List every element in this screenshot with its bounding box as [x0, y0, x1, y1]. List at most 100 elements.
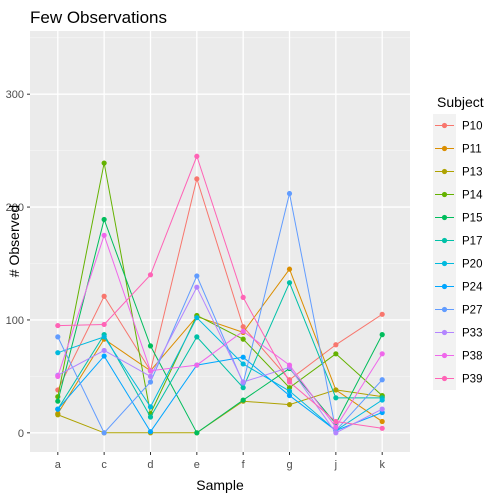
- data-point: [333, 395, 338, 400]
- data-point: [287, 402, 292, 407]
- data-point: [241, 379, 246, 384]
- data-point: [102, 217, 107, 222]
- data-point: [380, 332, 385, 337]
- data-point: [55, 334, 60, 339]
- data-point: [241, 385, 246, 390]
- legend-key-point: [442, 353, 447, 358]
- data-point: [380, 397, 385, 402]
- x-tick-label: k: [379, 459, 385, 471]
- data-point: [55, 374, 60, 379]
- data-point: [333, 430, 338, 435]
- legend-label: P39: [462, 374, 482, 386]
- legend-key-point: [442, 215, 447, 220]
- data-point: [380, 377, 385, 382]
- x-tick-label: e: [194, 459, 200, 471]
- legend-key-point: [442, 330, 447, 335]
- data-point: [148, 404, 153, 409]
- data-point: [102, 294, 107, 299]
- legend-label: P15: [462, 213, 482, 225]
- y-axis-title: # Observed: [6, 205, 22, 277]
- data-point: [194, 273, 199, 278]
- data-point: [194, 334, 199, 339]
- data-point: [194, 176, 199, 181]
- legend-key-point: [442, 307, 447, 312]
- data-point: [194, 362, 199, 367]
- legend-label: P38: [462, 351, 482, 363]
- data-point: [241, 324, 246, 329]
- data-point: [287, 191, 292, 196]
- data-point: [333, 419, 338, 424]
- data-point: [380, 312, 385, 317]
- x-tick-label: j: [334, 459, 337, 471]
- data-point: [194, 154, 199, 159]
- data-point: [55, 399, 60, 404]
- legend-label: P20: [462, 259, 482, 271]
- data-point: [55, 323, 60, 328]
- data-point: [287, 393, 292, 398]
- data-point: [194, 430, 199, 435]
- legend-label: P14: [462, 190, 483, 202]
- x-tick-label: d: [147, 459, 153, 471]
- legend-label: P24: [462, 282, 483, 294]
- data-point: [333, 387, 338, 392]
- data-point: [194, 315, 199, 320]
- data-point: [148, 374, 153, 379]
- data-point: [102, 334, 107, 339]
- legend-key-point: [442, 376, 447, 381]
- data-point: [333, 425, 338, 430]
- data-point: [148, 414, 153, 419]
- legend-key-point: [442, 146, 447, 151]
- data-point: [287, 379, 292, 384]
- legend-label: P33: [462, 328, 482, 340]
- data-point: [148, 429, 153, 434]
- chart-title: Few Observations: [30, 8, 167, 27]
- data-point: [241, 295, 246, 300]
- data-point: [241, 355, 246, 360]
- data-point: [102, 353, 107, 358]
- data-point: [102, 348, 107, 353]
- legend-key-point: [442, 192, 447, 197]
- legend-label: P11: [462, 144, 482, 156]
- x-tick-label: a: [55, 459, 62, 471]
- legend-label: P13: [462, 167, 482, 179]
- data-point: [287, 280, 292, 285]
- y-tick-label: 300: [6, 89, 24, 101]
- data-point: [102, 322, 107, 327]
- data-point: [380, 407, 385, 412]
- data-point: [333, 351, 338, 356]
- data-point: [380, 351, 385, 356]
- data-point: [380, 419, 385, 424]
- data-point: [241, 337, 246, 342]
- data-point: [148, 272, 153, 277]
- legend-key-point: [442, 261, 447, 266]
- data-point: [102, 160, 107, 165]
- data-point: [102, 233, 107, 238]
- legend-label: P10: [462, 121, 482, 133]
- x-tick-label: c: [101, 459, 107, 471]
- data-point: [287, 362, 292, 367]
- data-point: [287, 388, 292, 393]
- legend-label: P17: [462, 236, 482, 248]
- legend-key-point: [442, 169, 447, 174]
- data-point: [55, 412, 60, 417]
- y-tick-label: 100: [6, 315, 24, 327]
- legend-title: Subject: [437, 94, 484, 110]
- data-point: [333, 342, 338, 347]
- data-point: [287, 267, 292, 272]
- legend-key-point: [442, 123, 447, 128]
- data-point: [241, 397, 246, 402]
- data-point: [55, 407, 60, 412]
- legend-key-point: [442, 238, 447, 243]
- data-point: [194, 285, 199, 290]
- data-point: [148, 343, 153, 348]
- data-point: [102, 430, 107, 435]
- x-tick-label: g: [286, 459, 292, 471]
- data-point: [55, 350, 60, 355]
- data-point: [380, 426, 385, 431]
- legend-label: P27: [462, 305, 482, 317]
- data-point: [148, 379, 153, 384]
- legend-key-point: [442, 284, 447, 289]
- data-point: [241, 361, 246, 366]
- y-tick-label: 0: [18, 428, 24, 440]
